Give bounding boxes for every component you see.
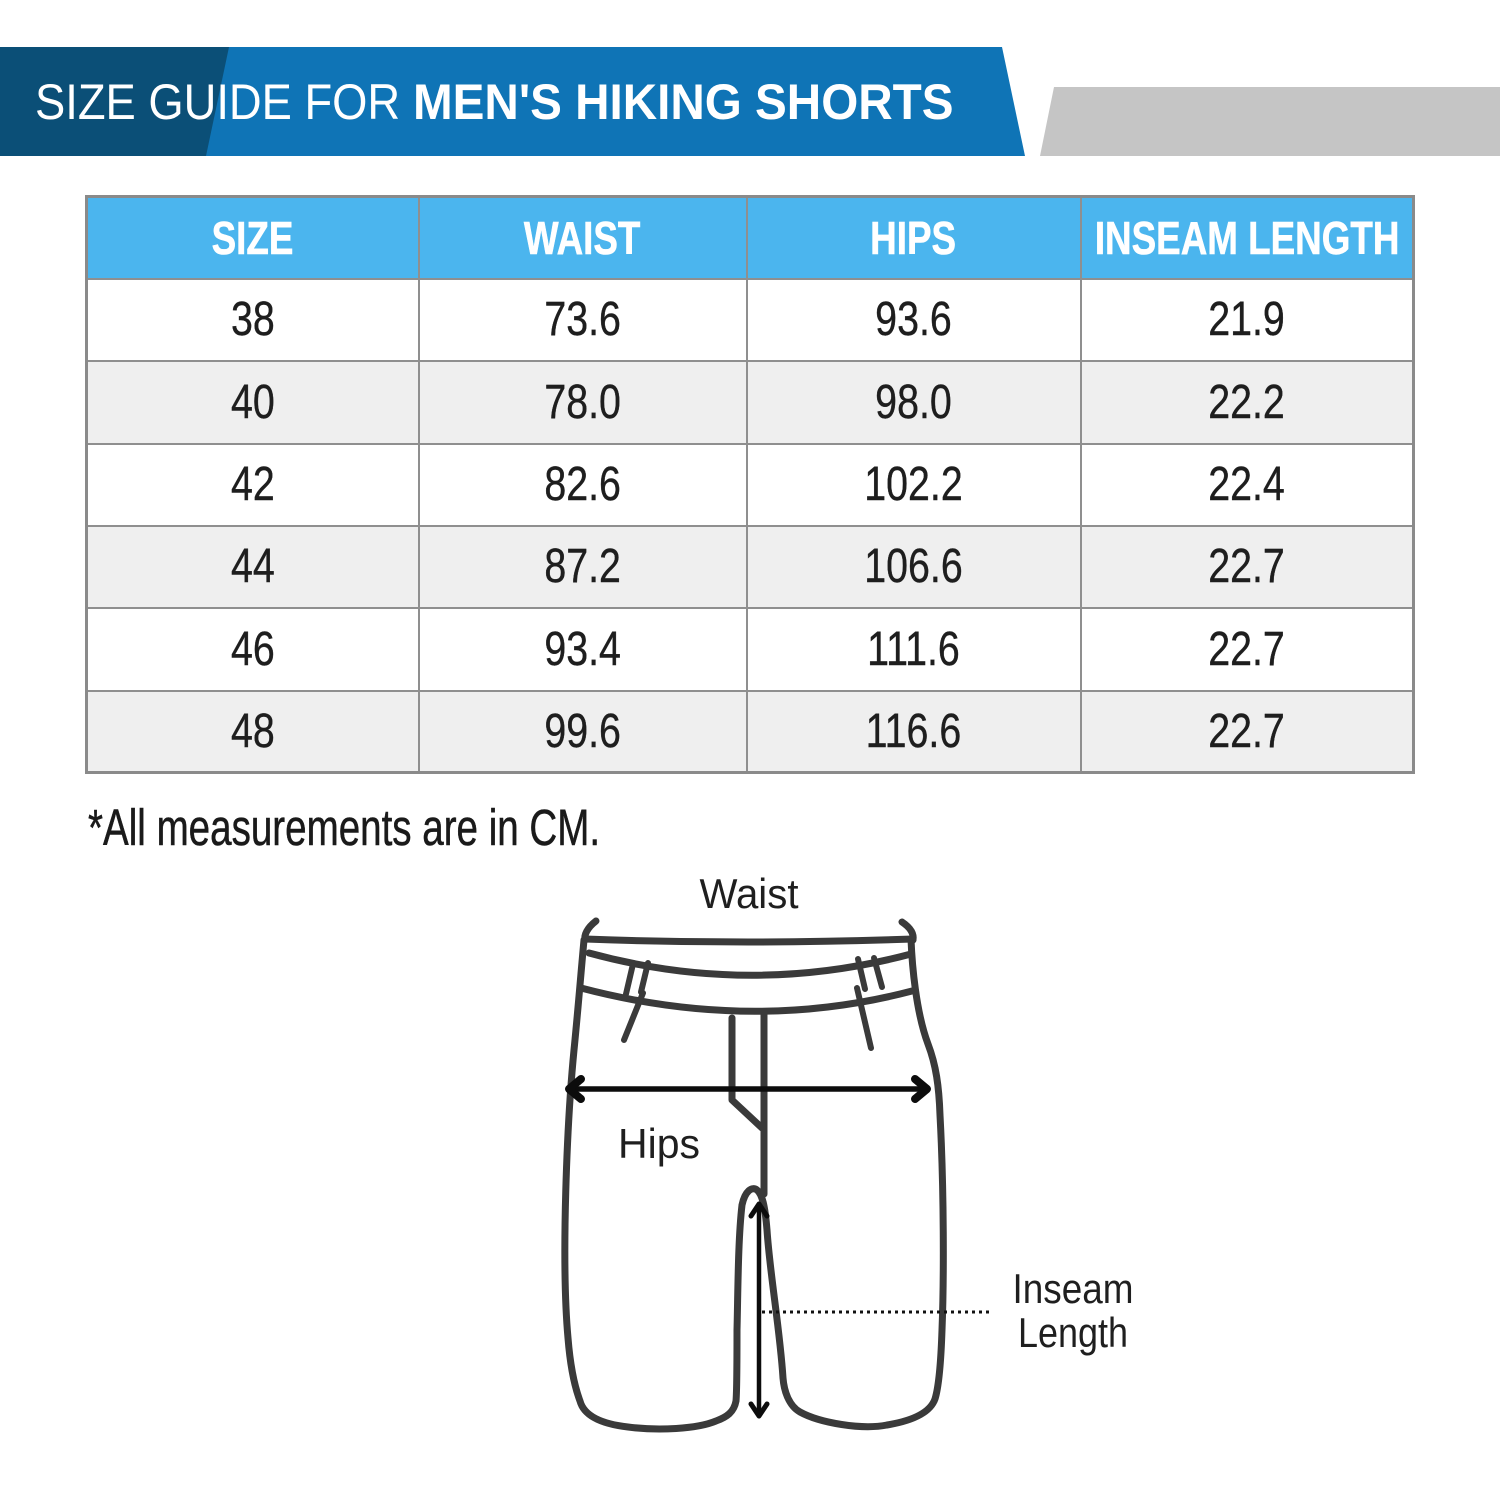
- svg-text:Length: Length: [1018, 1309, 1128, 1356]
- svg-text:Inseam: Inseam: [1013, 1265, 1134, 1312]
- svg-text:Waist: Waist: [700, 870, 799, 917]
- svg-text:Hips: Hips: [618, 1120, 700, 1167]
